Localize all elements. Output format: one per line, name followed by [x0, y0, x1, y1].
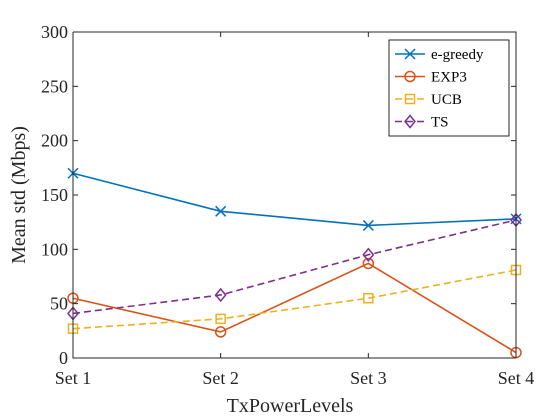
legend-entry-ucb: UCB	[395, 92, 462, 108]
data-point-e-greedy-2	[215, 205, 227, 217]
legend-entry-ts: TS	[395, 114, 449, 131]
x-tick-label: Set 4	[498, 368, 535, 388]
legend-label-ucb: UCB	[431, 92, 462, 108]
x-tick-label: Set 1	[55, 368, 92, 388]
x-tick-label: Set 2	[202, 368, 239, 388]
series-ts	[67, 212, 522, 321]
x-tick-label: Set 3	[350, 368, 387, 388]
y-tick-label: 100	[41, 239, 68, 259]
y-tick-label: 50	[50, 294, 68, 314]
data-point-ts-3	[362, 247, 375, 262]
legend-label-ts: TS	[431, 115, 449, 131]
data-point-ucb-3	[363, 292, 374, 304]
legend-label-e-greedy: e-greedy	[431, 47, 484, 63]
data-point-ucb-2	[215, 313, 226, 325]
series-line-ts	[72, 219, 517, 315]
series-line-exp3	[72, 262, 517, 354]
data-point-exp3-3	[362, 257, 375, 270]
legend: e-greedy EXP3 UCB TS	[388, 39, 510, 137]
legend-entry-exp3: EXP3	[395, 70, 467, 86]
data-point-e-greedy-3	[362, 219, 374, 231]
series-line-ucb	[72, 269, 517, 330]
y-tick-label: 200	[41, 131, 68, 151]
legend-label-exp3: EXP3	[431, 70, 467, 86]
legend-marker-e-greedy	[404, 48, 416, 60]
legend-marker-exp3	[404, 70, 416, 83]
axes-layer: 0 50 100 150 200 250 300 Set 1 Set 2 Set 3 Set 4	[41, 22, 534, 388]
legend-marker-ts	[404, 114, 416, 129]
x-axis-label: TxPowerLevels	[227, 395, 354, 417]
y-tick-label: 150	[41, 185, 68, 205]
legend-entry-e-greedy: e-greedy	[395, 47, 484, 63]
legend-marker-ucb	[404, 93, 416, 105]
y-tick-label: 250	[41, 76, 68, 96]
y-axis-label: Mean std (Mbps)	[8, 126, 30, 264]
y-tick-label: 300	[41, 22, 68, 42]
y-tick-label: 0	[59, 348, 68, 368]
data-point-ts-2	[214, 287, 227, 303]
series-line-e-greedy	[72, 172, 517, 227]
data-point-exp3-2	[214, 326, 227, 338]
